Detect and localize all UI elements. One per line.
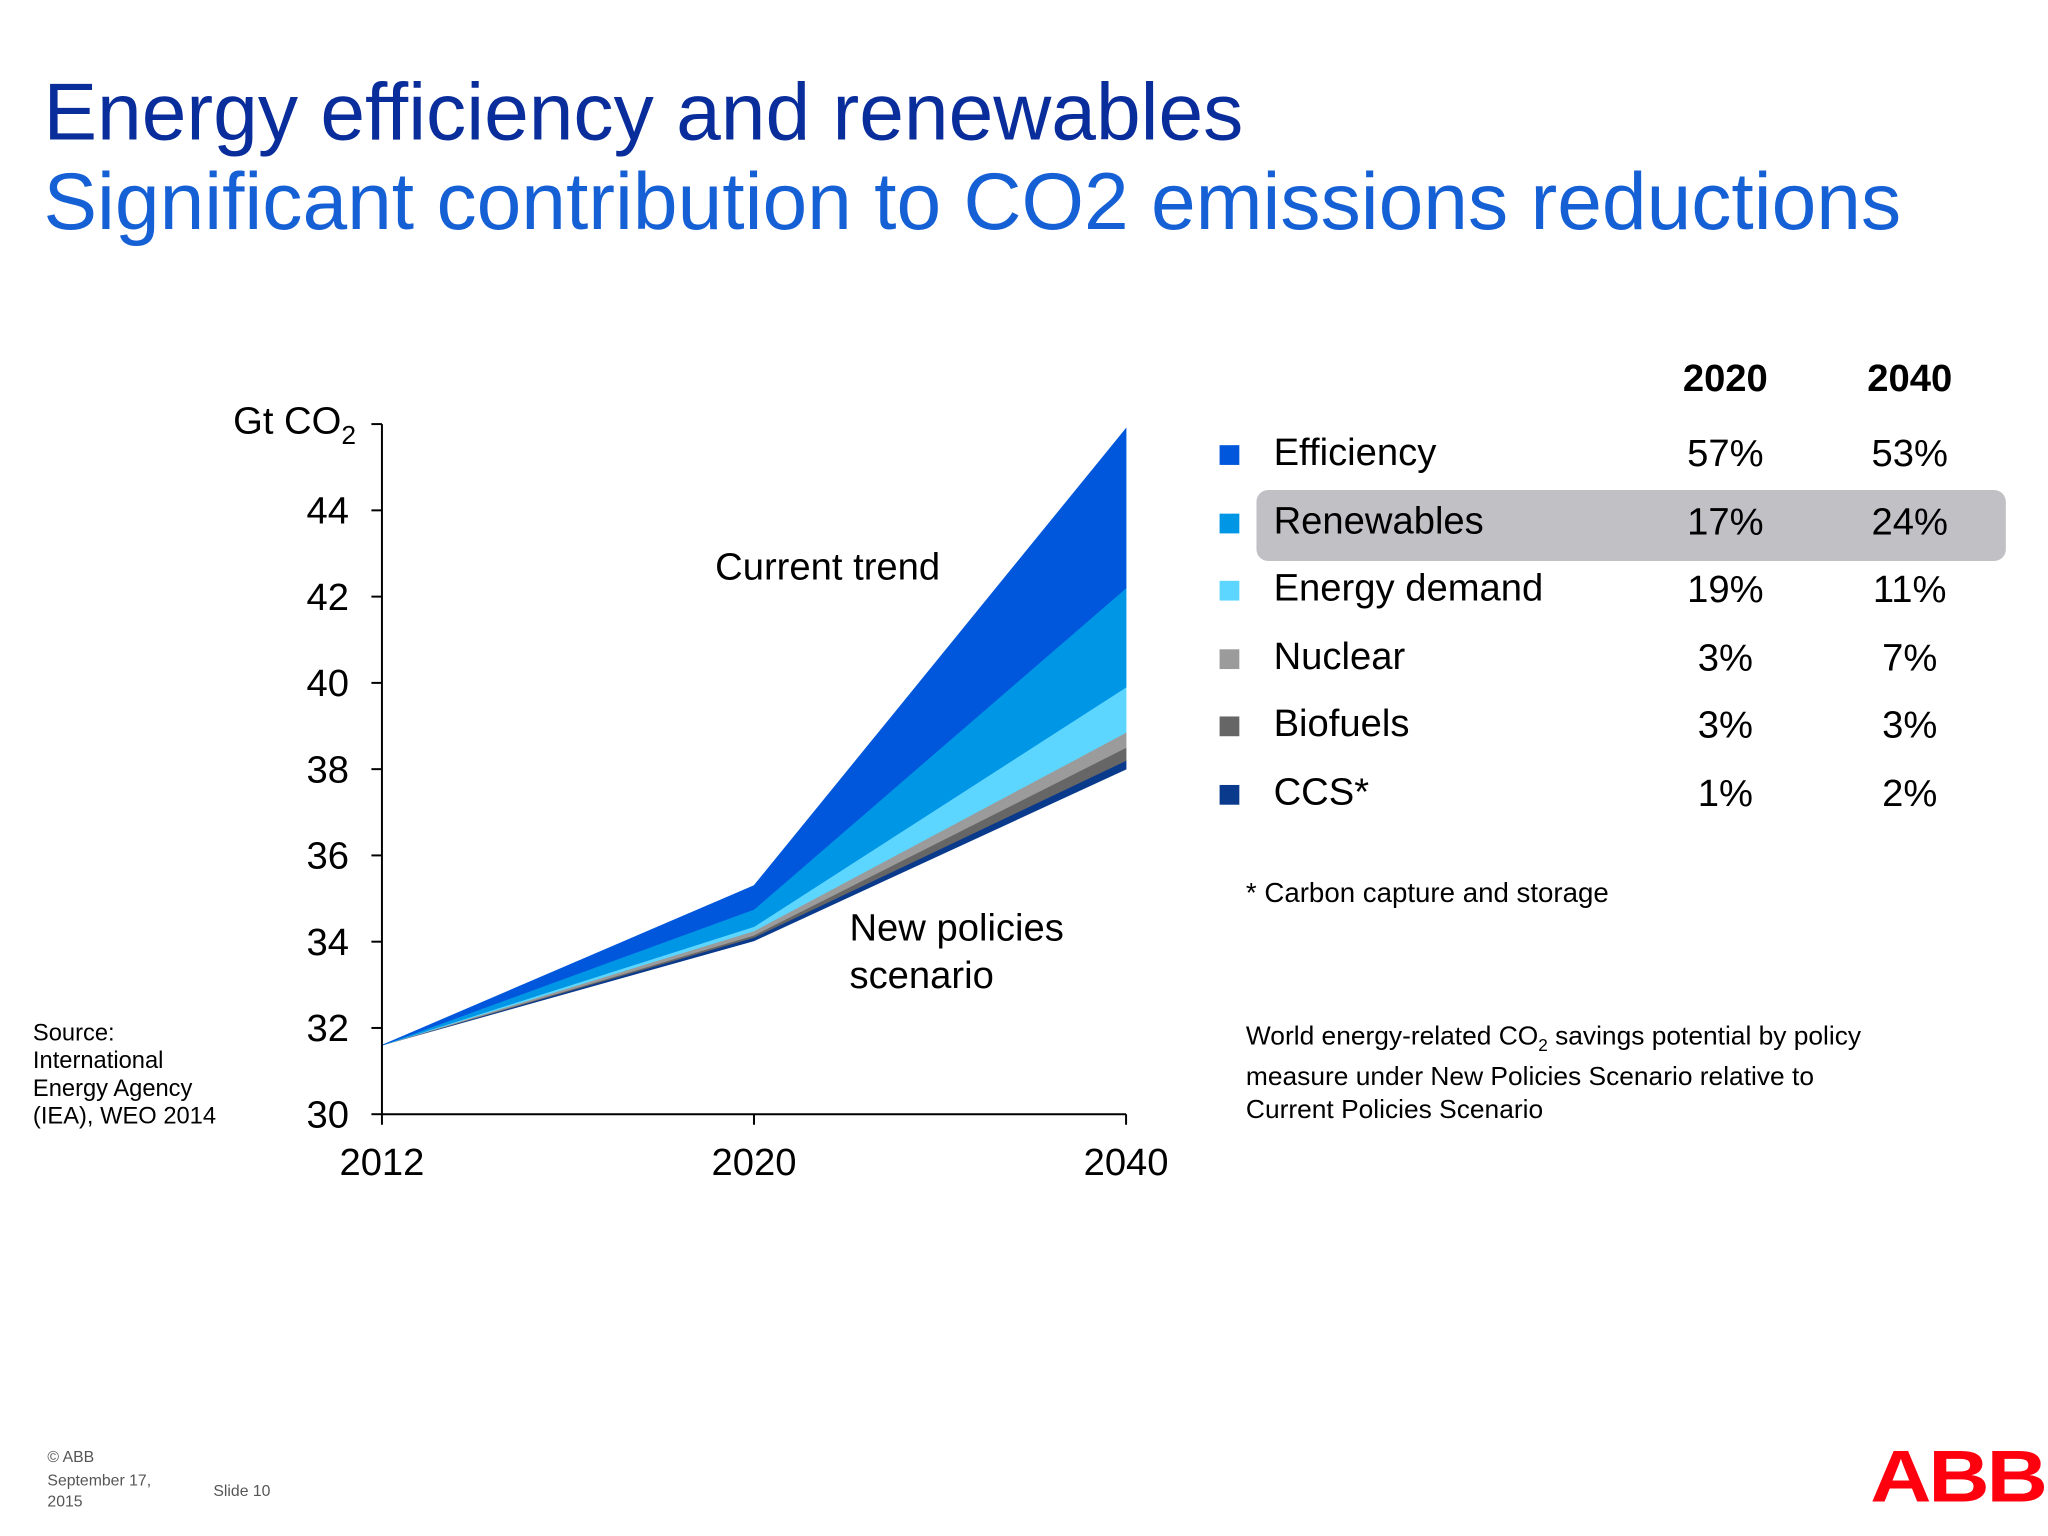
- y-tick-label: 30: [307, 1093, 349, 1136]
- value-2020: 3%: [1697, 705, 1753, 748]
- source-line: Source:: [32, 1019, 115, 1046]
- table-row: Biofuels 3% 3%: [0, 693, 2048, 761]
- footnote: * Carbon capture and storage: [1245, 878, 1609, 909]
- row-label: Nuclear: [1273, 635, 1406, 679]
- x-tick-label: 2040: [1084, 1141, 1169, 1184]
- column-header-2020: 2020: [1682, 358, 1768, 401]
- value-2040: 11%: [1872, 569, 1947, 612]
- value-2020: 19%: [1687, 569, 1764, 612]
- x-tick-label: 2012: [339, 1141, 424, 1184]
- value-2020: 17%: [1687, 501, 1764, 544]
- y-tick-label: 38: [307, 748, 349, 791]
- date: September 17,: [47, 1471, 152, 1490]
- y-tick-label: 42: [307, 576, 349, 619]
- row-label: Renewables: [1273, 499, 1484, 543]
- legend-swatch: [1219, 513, 1240, 533]
- y-tick-label: 44: [307, 490, 349, 533]
- table-row: Energy demand 19% 11%: [0, 557, 2048, 625]
- legend-swatch: [1219, 445, 1240, 465]
- x-tick-label: 2020: [712, 1141, 797, 1184]
- legend-swatch: [1219, 784, 1240, 805]
- area-efficiency: [381, 427, 1127, 1046]
- row-label: CCS*: [1273, 771, 1370, 814]
- row-label: Biofuels: [1273, 703, 1410, 746]
- row-label: Efficiency: [1273, 431, 1437, 475]
- value-2040: 3%: [1882, 705, 1938, 748]
- annotation-new-policies-2: scenario: [849, 954, 993, 997]
- slide-number: Slide 10: [213, 1481, 271, 1501]
- slide-subtitle: Significant contribution to CO2 emission…: [43, 156, 1902, 247]
- annotation-current-trend: Current trend: [715, 545, 940, 588]
- abb-logo: ABB: [1870, 1434, 2048, 1518]
- row-label: Energy demand: [1273, 567, 1544, 611]
- value-2020: 1%: [1697, 773, 1753, 816]
- value-2040: 2%: [1882, 773, 1938, 816]
- table-row: Efficiency 57% 53%: [0, 421, 2048, 489]
- caption: World energy-related CO2 savings potenti…: [1245, 1022, 1862, 1125]
- table-row: Nuclear 3% 7%: [0, 625, 2048, 693]
- y-axis-label: Gt CO2: [233, 399, 356, 450]
- y-tick-label: 40: [307, 662, 349, 705]
- column-header-2040: 2040: [1867, 358, 1953, 401]
- source-line: International: [32, 1047, 164, 1074]
- legend-swatch: [1219, 716, 1240, 737]
- legend-swatch: [1219, 649, 1240, 669]
- source-line: Energy Agency: [32, 1074, 193, 1102]
- date-year: 2015: [47, 1492, 83, 1511]
- table-row: Renewables 17% 24%: [0, 489, 2048, 557]
- annotation-new-policies: New policies: [849, 906, 1063, 949]
- row-highlight: [1256, 489, 2006, 562]
- emissions-chart: 30 32 34 36 38 40 42 44 2012 2020 2040 Gt CO2 Curr…: [233, 399, 1169, 1184]
- value-2040: 7%: [1882, 637, 1938, 680]
- y-tick-label: 32: [307, 1007, 349, 1050]
- source-note: Source: International Energy Agency (IEA…: [33, 1019, 216, 1130]
- y-tick-label: 34: [307, 921, 349, 964]
- value-2040: 24%: [1871, 501, 1948, 544]
- slide-title: Energy efficiency and renewables: [43, 67, 1244, 157]
- table-row: CCS* 1% 2%: [0, 761, 2048, 829]
- value-2020: 57%: [1687, 433, 1764, 476]
- legend-swatch: [1219, 581, 1240, 601]
- y-tick-label: 36: [307, 835, 349, 878]
- value-2020: 3%: [1697, 637, 1753, 680]
- copyright: © ABB: [47, 1447, 95, 1466]
- value-2040: 53%: [1871, 433, 1948, 476]
- source-line: (IEA), WEO 2014: [32, 1102, 217, 1129]
